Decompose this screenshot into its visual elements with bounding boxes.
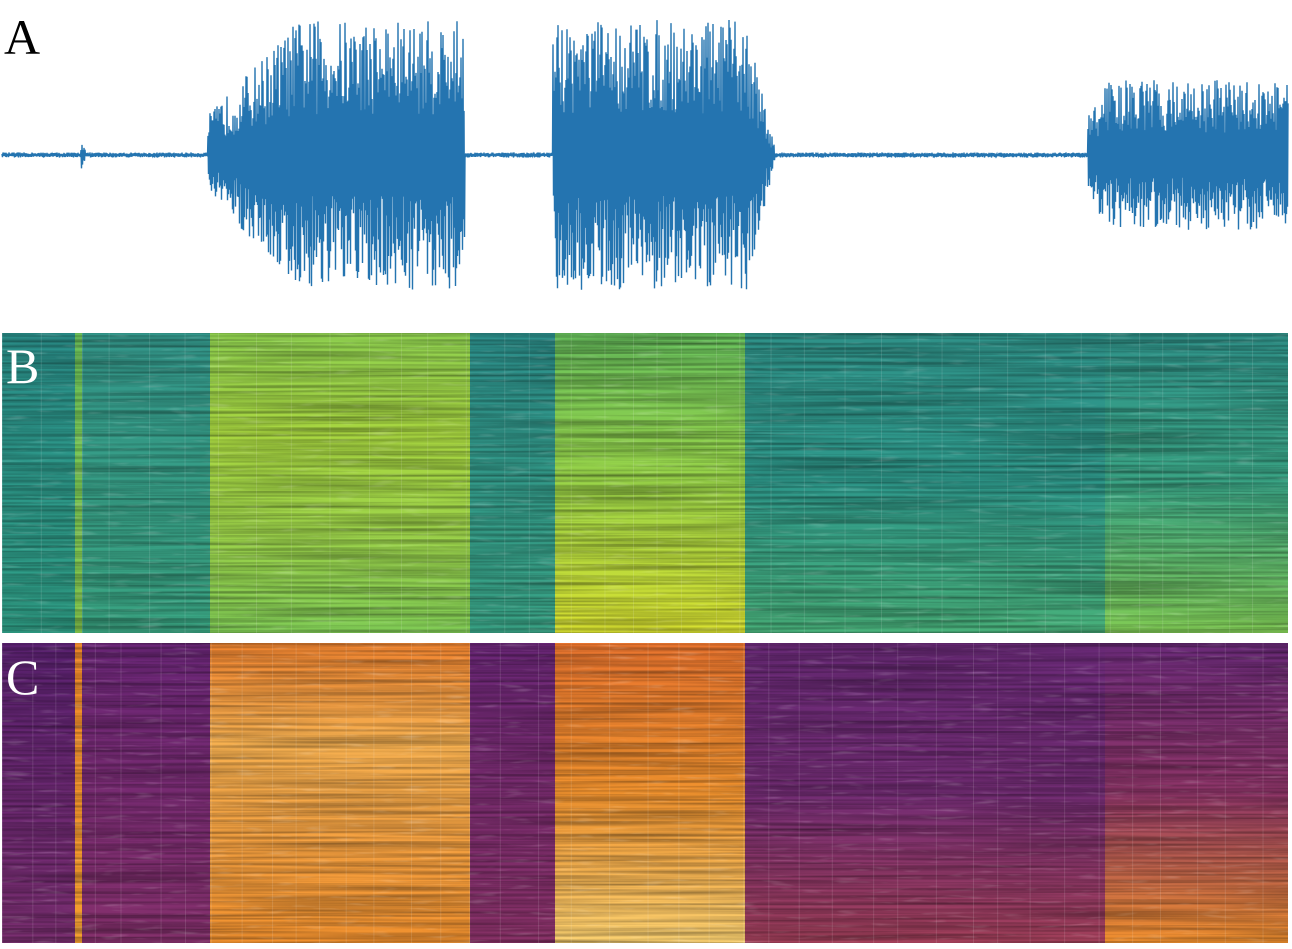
column xyxy=(504,333,506,633)
column xyxy=(369,333,371,633)
column xyxy=(1162,333,1164,633)
column xyxy=(120,643,122,943)
column xyxy=(295,643,297,943)
column xyxy=(1139,333,1141,633)
column xyxy=(633,333,635,633)
spectrogram-viridis xyxy=(2,333,1288,633)
column xyxy=(184,333,186,633)
column xyxy=(465,333,467,633)
column xyxy=(1224,643,1226,943)
column xyxy=(345,643,347,943)
column xyxy=(210,643,212,943)
column xyxy=(538,643,540,943)
column xyxy=(680,333,682,633)
column xyxy=(1029,643,1031,943)
column xyxy=(440,643,442,943)
column xyxy=(917,333,919,633)
column xyxy=(743,643,745,943)
waveform-line xyxy=(1,19,1289,290)
column xyxy=(2,643,3,943)
column xyxy=(803,333,805,633)
column xyxy=(1159,643,1161,943)
column xyxy=(609,643,611,943)
column xyxy=(768,643,770,943)
column xyxy=(290,333,292,633)
panel-label: B xyxy=(6,338,39,394)
column xyxy=(329,333,331,633)
column xyxy=(55,643,57,943)
column xyxy=(1080,333,1082,633)
column xyxy=(160,643,162,943)
column xyxy=(1064,643,1066,943)
column xyxy=(469,643,471,943)
panel-label: C xyxy=(6,649,39,705)
column xyxy=(373,643,375,943)
column xyxy=(1109,333,1111,633)
column xyxy=(570,333,572,633)
column xyxy=(1252,333,1254,633)
column xyxy=(979,333,981,633)
column xyxy=(217,333,219,633)
column xyxy=(1187,333,1189,633)
column xyxy=(716,333,718,633)
column xyxy=(241,643,243,943)
column xyxy=(881,333,883,633)
column xyxy=(108,333,110,633)
column xyxy=(739,333,741,633)
column xyxy=(770,333,772,633)
column xyxy=(604,333,606,633)
waveform-panel xyxy=(1,19,1289,290)
column xyxy=(400,333,402,633)
spectrogram-inferno xyxy=(2,643,1288,943)
column xyxy=(941,333,943,633)
column xyxy=(256,333,258,633)
column xyxy=(1098,643,1100,943)
column xyxy=(149,333,151,633)
column xyxy=(997,643,999,943)
column xyxy=(427,333,429,633)
column xyxy=(1007,333,1009,633)
column xyxy=(94,643,96,943)
column xyxy=(319,643,321,943)
column xyxy=(1197,643,1199,943)
column xyxy=(2,333,3,633)
column xyxy=(1229,333,1231,633)
column xyxy=(32,643,34,943)
texture xyxy=(2,333,1288,633)
column xyxy=(844,333,846,633)
column xyxy=(647,643,649,943)
column xyxy=(873,643,875,943)
column xyxy=(570,643,572,943)
column xyxy=(1262,643,1264,943)
column xyxy=(972,643,974,943)
column xyxy=(656,333,658,633)
column xyxy=(798,643,800,943)
column xyxy=(411,643,413,943)
texture xyxy=(2,643,1288,943)
column xyxy=(40,333,42,633)
column xyxy=(499,643,501,943)
column xyxy=(897,643,899,943)
column xyxy=(1132,643,1134,943)
column xyxy=(528,333,530,633)
column xyxy=(82,333,84,633)
column xyxy=(935,643,937,943)
column xyxy=(708,643,710,943)
column xyxy=(1044,333,1046,633)
column xyxy=(831,643,833,943)
panel-label: A xyxy=(4,9,40,65)
column xyxy=(678,643,680,943)
column xyxy=(184,643,186,943)
column xyxy=(272,643,274,943)
